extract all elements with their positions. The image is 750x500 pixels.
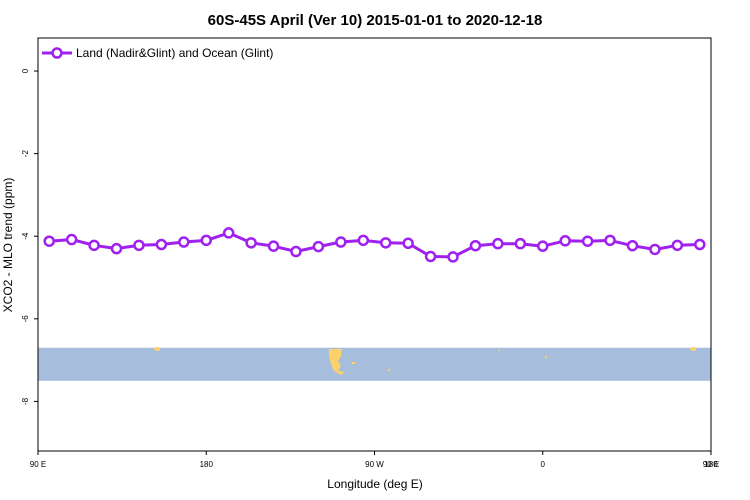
- chart-title: 60S-45S April (Ver 10) 2015-01-01 to 202…: [208, 12, 543, 29]
- data-point: [649, 243, 661, 256]
- data-point: [447, 251, 459, 263]
- x-tick-label: 0: [541, 460, 546, 469]
- data-point: [492, 237, 504, 250]
- y-tick-label: -8: [21, 397, 30, 405]
- data-point: [200, 234, 212, 247]
- data-point: [43, 235, 55, 247]
- x-tick-label: 180: [200, 460, 214, 469]
- data-point: [424, 250, 437, 263]
- legend-label: Land (Nadir&Glint) and Ocean (Glint): [76, 46, 273, 60]
- data-point: [357, 234, 370, 247]
- land-new-zealand: [154, 347, 160, 351]
- y-axis: 0 -2 -4 -6 -8: [21, 68, 38, 405]
- land-south-america: [329, 349, 345, 375]
- data-point: [537, 240, 549, 252]
- x-tick-label: 180: [704, 460, 718, 469]
- data-point: [267, 240, 280, 252]
- data-point: [312, 240, 325, 253]
- land-new-zealand-repeat: [690, 347, 696, 351]
- data-point: [671, 239, 684, 252]
- x-tick-label: 90 E: [703, 460, 719, 469]
- data-point: [469, 239, 482, 252]
- series-layer: [43, 227, 706, 263]
- map-strip: [38, 347, 711, 381]
- data-point: [402, 237, 414, 250]
- data-point: [133, 239, 145, 252]
- data-point: [604, 234, 616, 247]
- land-south-georgia: [388, 369, 390, 371]
- legend: Land (Nadir&Glint) and Ocean (Glint): [42, 46, 273, 60]
- data-point: [178, 236, 190, 248]
- y-tick-label: -4: [21, 232, 30, 240]
- y-tick-label: 0: [21, 68, 30, 73]
- y-axis-label: XCO2 - MLO trend (ppm): [1, 178, 15, 313]
- data-point: [581, 235, 594, 247]
- legend-marker: [51, 47, 63, 59]
- data-point: [335, 236, 347, 248]
- data-point: [626, 239, 639, 252]
- data-point: [88, 239, 100, 252]
- data-point: [514, 237, 527, 250]
- data-point: [245, 237, 257, 249]
- x-tick-label: 90 E: [30, 460, 46, 469]
- ocean-band: [38, 347, 711, 381]
- y-tick-label: -6: [21, 315, 30, 323]
- x-axis-label: Longitude (deg E): [327, 477, 422, 491]
- land-falklands: [352, 362, 355, 364]
- data-point: [65, 233, 78, 246]
- data-point: [379, 237, 392, 249]
- data-point: [155, 238, 168, 251]
- land-crozet: [498, 350, 500, 351]
- data-point: [694, 238, 706, 251]
- data-point: [110, 242, 123, 255]
- x-tick-label: 90 W: [365, 460, 384, 469]
- land-kerguelen: [545, 356, 547, 358]
- data-point: [222, 227, 235, 239]
- data-point: [559, 235, 571, 247]
- data-point: [290, 245, 302, 258]
- y-tick-label: -2: [21, 150, 30, 158]
